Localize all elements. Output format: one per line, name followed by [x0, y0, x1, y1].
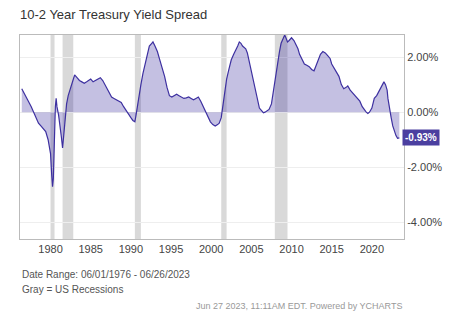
svg-text:2020: 2020	[360, 243, 384, 255]
svg-text:2015: 2015	[319, 243, 343, 255]
svg-text:1980: 1980	[38, 243, 62, 255]
svg-text:10-2 Year Treasury Yield Sprea: 10-2 Year Treasury Yield Spread	[20, 7, 207, 22]
svg-text:-4.00%: -4.00%	[407, 216, 442, 228]
svg-text:2.00%: 2.00%	[407, 51, 438, 63]
svg-text:1985: 1985	[78, 243, 102, 255]
svg-text:2010: 2010	[279, 243, 303, 255]
svg-text:2000: 2000	[199, 243, 223, 255]
svg-text:Jun 27 2023, 11:11AM EDT. Powe: Jun 27 2023, 11:11AM EDT. Powered by YCH…	[196, 301, 402, 311]
svg-text:-2.00%: -2.00%	[407, 161, 442, 173]
svg-text:Date Range: 06/01/1976 - 06/26: Date Range: 06/01/1976 - 06/26/2023	[22, 269, 190, 280]
svg-text:1990: 1990	[119, 243, 143, 255]
svg-text:2005: 2005	[239, 243, 263, 255]
svg-text:1995: 1995	[159, 243, 183, 255]
svg-text:0.00%: 0.00%	[407, 106, 438, 118]
svg-text:-0.93%: -0.93%	[405, 132, 437, 143]
svg-text:Gray = US Recessions: Gray = US Recessions	[22, 284, 123, 295]
